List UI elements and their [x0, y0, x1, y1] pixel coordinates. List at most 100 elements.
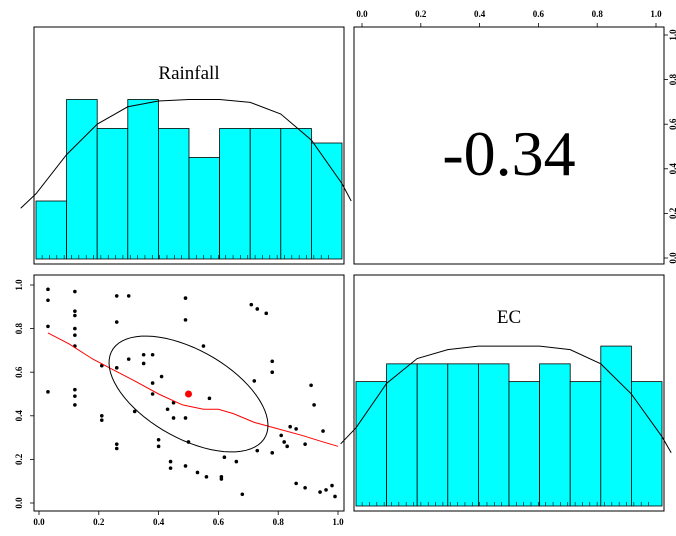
- scatter-point-3: [46, 390, 50, 394]
- scatter-point-61: [285, 444, 289, 449]
- scatter-point-6: [73, 313, 77, 318]
- scatter-point-4: [73, 289, 77, 294]
- hist-bar-ec-9: [631, 381, 663, 507]
- hist-bar-rainfall-5: [188, 157, 221, 260]
- scatter-point-10: [73, 387, 77, 392]
- x-top-tick-label-5: 1.0: [650, 9, 662, 19]
- scatter-point-12: [73, 403, 77, 407]
- scatter-point-54: [255, 448, 260, 453]
- panel-top-left: [33, 26, 345, 265]
- scatter-point-27: [150, 381, 155, 385]
- scatter-point-69: [318, 490, 322, 494]
- y-right-tick-label-0: 0.0: [668, 252, 676, 264]
- scatter-point-70: [321, 429, 325, 433]
- scatter-point-35: [168, 459, 173, 464]
- y-right-tick-label-1: 0.2: [668, 207, 676, 219]
- panel-top-right: [353, 26, 665, 265]
- scatter-point-33: [171, 400, 176, 405]
- y-right-tick-label-3: 0.6: [668, 118, 676, 130]
- hist-bar-ec-1: [386, 363, 418, 507]
- scatter-point-73: [333, 494, 337, 499]
- scatter-point-72: [330, 483, 334, 488]
- x-top-tick-label-0: 0.0: [356, 9, 368, 19]
- scatter-point-51: [249, 302, 254, 307]
- scatter-point-22: [126, 357, 131, 361]
- correlation-ellipse: [108, 335, 269, 453]
- hist-bar-rainfall-8: [280, 128, 312, 260]
- scatter-point-43: [201, 344, 206, 348]
- scatter-point-37: [183, 296, 188, 300]
- density-curve-ec: [340, 345, 672, 453]
- scatter-point-5: [73, 309, 77, 313]
- scatter-point-56: [270, 359, 275, 364]
- axes: 0.0 0.2 0.4 0.6 0.8 1.0 0.0 0.2 0.4 0.6 0.8 1.0 0.0 0…: [14, 9, 676, 527]
- scatter-point-8: [73, 333, 77, 337]
- scatter-point-17: [114, 320, 119, 324]
- scatter-point-59: [279, 433, 283, 438]
- scatter-point-58: [270, 451, 275, 455]
- x-top-tick-label-2: 0.4: [474, 9, 486, 19]
- scatter-point-14: [99, 414, 104, 418]
- hist-bar-rainfall-9: [310, 142, 343, 260]
- hist-bar-ec-8: [600, 345, 632, 507]
- hist-bar-rainfall-0: [35, 200, 68, 260]
- hist-bar-rainfall-3: [127, 99, 159, 260]
- hist-bar-ec-3: [447, 363, 479, 507]
- scatter-point-20: [114, 446, 119, 451]
- x-bottom-tick-label-2: 0.4: [153, 517, 165, 527]
- x-bottom-tick-label-4: 0.8: [273, 517, 285, 527]
- x-top-tick-label-1: 0.2: [415, 9, 427, 19]
- scatter-point-18: [114, 366, 119, 370]
- y-left-tick-label-4: 0.8: [14, 322, 24, 334]
- scatter-point-31: [156, 444, 161, 449]
- scatter-point-71: [324, 488, 328, 492]
- histogram-ec: [340, 345, 672, 507]
- scatter-point-57: [270, 370, 275, 375]
- y-left-tick-label-5: 1.0: [14, 279, 24, 291]
- variable-label-ec: EC: [497, 307, 521, 328]
- density-curve-rainfall: [20, 99, 352, 209]
- scatter-point-55: [264, 311, 269, 316]
- scatter-point-34: [171, 416, 176, 420]
- scatter-point-30: [156, 437, 161, 442]
- y-left-tick-label-1: 0.2: [14, 453, 24, 465]
- hist-bar-ec-6: [539, 363, 571, 507]
- hist-bar-rainfall-4: [157, 128, 190, 260]
- x-bottom-tick-label-1: 0.2: [93, 517, 105, 527]
- x-top-tick-label-3: 0.6: [533, 9, 545, 19]
- panel-bottom-left: [33, 274, 345, 512]
- scatter-point-28: [150, 392, 155, 396]
- scatter-point-53: [252, 379, 257, 383]
- hist-bar-ec-4: [477, 363, 510, 507]
- scatter-point-66: [303, 485, 307, 490]
- scatter-point-19: [114, 442, 119, 446]
- x-bottom-tick-label-3: 0.6: [213, 517, 225, 527]
- scatter-point-26: [150, 352, 155, 357]
- x-bottom-tick-label-5: 1.0: [332, 517, 344, 527]
- scatter-point-44: [207, 396, 212, 401]
- scatter-point-48: [222, 455, 227, 460]
- scatter-point-23: [132, 409, 137, 414]
- scatter-point-50: [240, 492, 245, 497]
- scatter-point-16: [114, 294, 119, 298]
- smooth-line: [47, 332, 339, 447]
- scatter-point-63: [294, 481, 298, 486]
- scatter-point-47: [219, 477, 224, 481]
- scatter-point-62: [288, 424, 292, 429]
- x-top-tick-label-4: 0.8: [592, 9, 604, 19]
- scatter-point-32: [165, 407, 170, 412]
- hist-bar-ec-2: [416, 363, 449, 507]
- variable-label-rainfall: Rainfall: [158, 63, 219, 84]
- hist-bar-rainfall-1: [66, 99, 98, 260]
- hist-bar-rainfall-7: [249, 128, 282, 260]
- hist-bar-ec-5: [508, 381, 541, 507]
- hist-bar-rainfall-6: [219, 128, 251, 260]
- mean-point: [185, 390, 192, 398]
- y-right-tick-label-4: 0.8: [668, 73, 676, 85]
- scatter-point-68: [312, 403, 316, 407]
- scatter-point-1: [46, 298, 50, 303]
- y-left-tick-label-2: 0.4: [14, 410, 24, 422]
- scatter-point-64: [294, 427, 298, 431]
- scatter-point-29: [159, 374, 164, 379]
- scatter-point-24: [141, 352, 146, 357]
